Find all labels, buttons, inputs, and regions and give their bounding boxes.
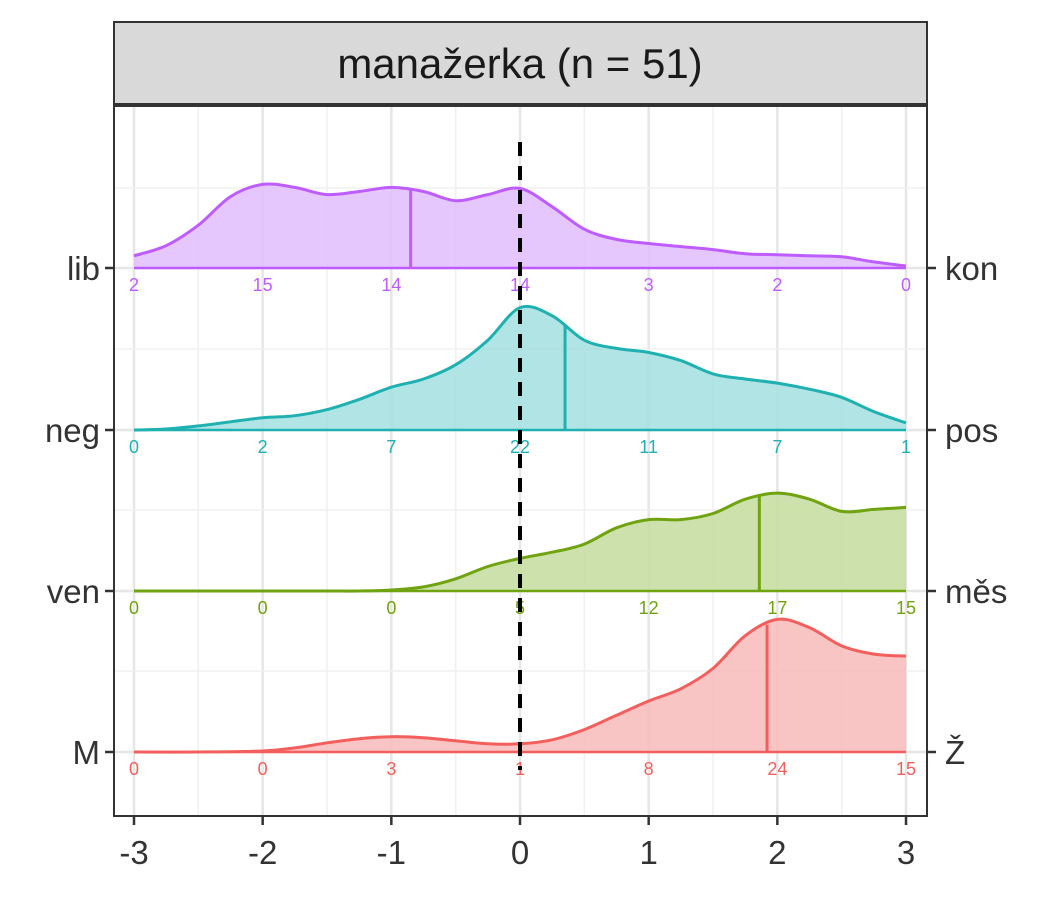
y-label-left: M — [73, 734, 101, 771]
density-area-M — [134, 619, 906, 753]
density-curve-M — [133, 617, 907, 754]
x-tick-label: 0 — [511, 834, 529, 871]
count-label: 3 — [386, 759, 396, 779]
facet-title: manažerka (n = 51) — [337, 40, 702, 87]
count-label: 17 — [767, 598, 787, 618]
count-label: 0 — [901, 275, 911, 295]
y-label-left: neg — [45, 412, 100, 449]
count-label: 0 — [129, 437, 139, 457]
facet-strip — [113, 21, 928, 105]
count-label: 14 — [381, 275, 401, 295]
x-tick-label: -1 — [377, 834, 406, 871]
y-label-left: ven — [47, 573, 100, 610]
y-label-right: Ž — [945, 734, 965, 771]
count-label: 8 — [644, 759, 654, 779]
density-area-ven — [134, 493, 906, 592]
count-label: 15 — [896, 759, 916, 779]
count-label: 22 — [510, 437, 530, 457]
density-curve-lib — [133, 182, 907, 268]
x-tick-label: 1 — [640, 834, 658, 871]
count-label: 12 — [639, 598, 659, 618]
count-label: 0 — [258, 759, 268, 779]
count-label: 1 — [901, 437, 911, 457]
count-label: 7 — [386, 437, 396, 457]
count-label: 2 — [258, 437, 268, 457]
count-label: 2 — [772, 275, 782, 295]
count-label: 11 — [639, 437, 658, 457]
count-label: 14 — [510, 275, 530, 295]
count-label: 0 — [386, 598, 396, 618]
y-label-right: pos — [945, 412, 998, 449]
count-label: 2 — [129, 275, 139, 295]
count-label: 0 — [258, 598, 268, 618]
density-curve-neg — [133, 304, 907, 432]
density-curve-ven — [134, 491, 907, 593]
count-label: 24 — [767, 759, 787, 779]
y-label-right: měs — [945, 573, 1007, 610]
x-tick-label: 2 — [768, 834, 786, 871]
x-tick-label: -3 — [119, 834, 148, 871]
count-label: 15 — [896, 598, 916, 618]
x-tick-label: -2 — [248, 834, 277, 871]
count-label: 0 — [129, 759, 139, 779]
y-label-right: kon — [945, 250, 998, 287]
count-label: 3 — [644, 275, 654, 295]
count-label: 15 — [253, 275, 273, 295]
count-label: 0 — [129, 598, 139, 618]
x-tick-label: 3 — [897, 834, 915, 871]
y-label-left: lib — [67, 250, 100, 287]
count-label: 7 — [772, 437, 782, 457]
